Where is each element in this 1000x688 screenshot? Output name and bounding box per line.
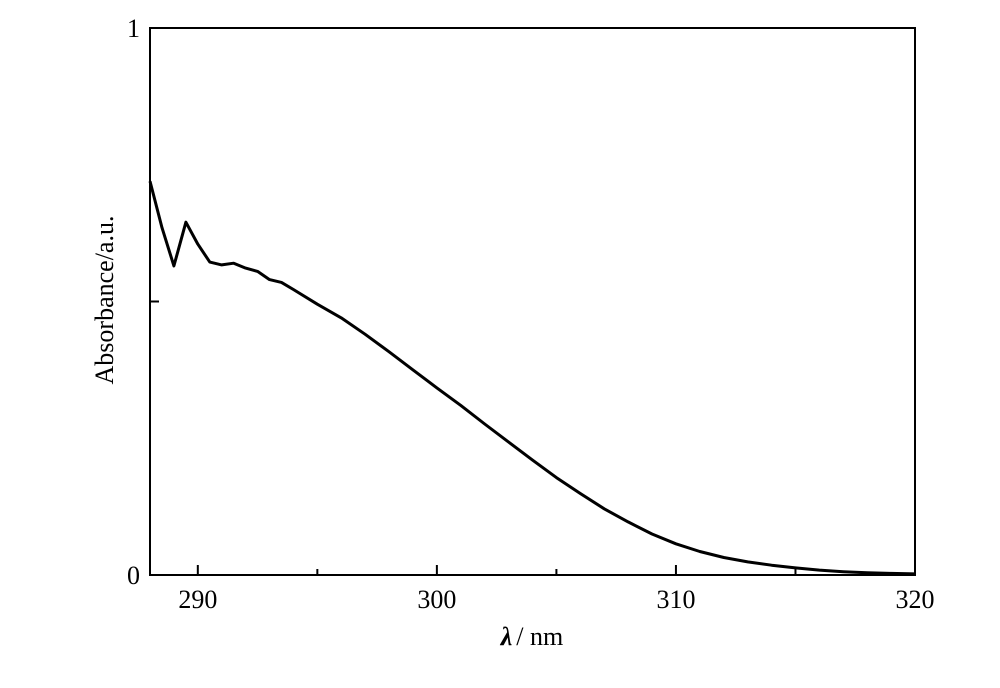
x-axis-label: λ / nm [500,622,564,651]
absorbance-series-line [148,180,916,576]
x-tick-label: 290 [178,585,217,614]
plot-frame [149,27,916,576]
axis-tick-labels: 290 300 310 320 0 1 [127,14,935,614]
y-axis-label: Absorbance/a.u. [90,216,119,385]
x-tick-label: 320 [896,585,935,614]
x-axis-unit: / nm [516,622,563,651]
axis-ticks [150,300,916,575]
x-tick-label: 310 [656,585,695,614]
y-tick-label: 0 [127,561,140,590]
x-axis-symbol: λ [500,622,513,651]
x-tick-label: 300 [417,585,456,614]
y-tick-label: 1 [127,14,140,43]
